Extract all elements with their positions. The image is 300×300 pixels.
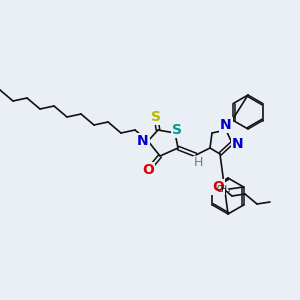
Text: N: N	[220, 118, 232, 132]
Text: O: O	[142, 163, 154, 177]
Text: H: H	[193, 157, 203, 169]
Text: S: S	[151, 110, 161, 124]
Text: N: N	[232, 137, 244, 151]
Text: S: S	[172, 123, 182, 137]
Text: N: N	[137, 134, 149, 148]
Text: O: O	[212, 180, 224, 194]
Text: CH₃: CH₃	[217, 184, 231, 194]
